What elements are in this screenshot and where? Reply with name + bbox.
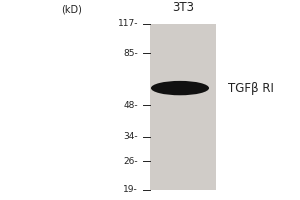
Ellipse shape xyxy=(151,81,209,95)
Text: TGFβ RI: TGFβ RI xyxy=(228,82,274,95)
Text: 34-: 34- xyxy=(123,132,138,141)
Text: 117-: 117- xyxy=(118,20,138,28)
Text: (kD): (kD) xyxy=(61,4,82,14)
Text: 26-: 26- xyxy=(123,157,138,166)
Text: 19-: 19- xyxy=(123,186,138,194)
Text: 85-: 85- xyxy=(123,49,138,58)
Text: 3T3: 3T3 xyxy=(172,1,194,14)
Text: 48-: 48- xyxy=(123,101,138,110)
